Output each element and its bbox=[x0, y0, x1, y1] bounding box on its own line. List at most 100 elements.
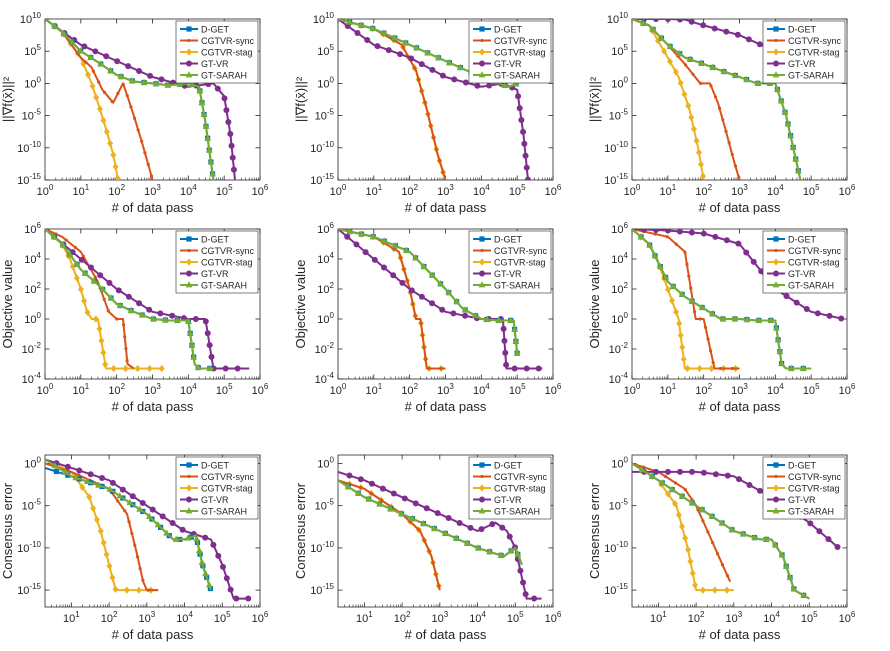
data-point bbox=[107, 67, 115, 74]
y-tick-label: 100 bbox=[317, 75, 334, 90]
data-point bbox=[693, 137, 700, 145]
data-point bbox=[97, 80, 101, 84]
data-point bbox=[202, 534, 209, 541]
data-point bbox=[112, 163, 119, 171]
data-point bbox=[771, 541, 779, 548]
data-point bbox=[86, 493, 93, 501]
x-tick-label: 104 bbox=[473, 382, 490, 397]
data-point bbox=[501, 81, 509, 88]
data-point bbox=[689, 468, 695, 475]
data-point bbox=[107, 139, 114, 148]
data-point bbox=[387, 505, 394, 512]
data-point bbox=[656, 262, 664, 270]
data-point bbox=[73, 245, 78, 250]
data-point bbox=[483, 315, 491, 322]
data-point bbox=[653, 19, 659, 22]
x-tick-label: 101 bbox=[72, 183, 89, 198]
data-point bbox=[423, 505, 430, 512]
data-point bbox=[72, 473, 80, 481]
y-tick-label: 10-15 bbox=[604, 582, 628, 597]
data-point bbox=[500, 325, 507, 332]
x-tick-label: 103 bbox=[431, 610, 448, 625]
data-point bbox=[221, 95, 228, 102]
chart-panel-2: 100 101 102 103 104 105 106 1010 105 100 10-5 10-10… bbox=[587, 11, 856, 215]
data-point bbox=[429, 124, 433, 128]
x-tick-label: 105 bbox=[214, 610, 231, 625]
x-tick-label: 105 bbox=[507, 610, 524, 625]
data-point bbox=[686, 55, 694, 62]
data-point bbox=[133, 116, 137, 120]
y-tick-label: 10-15 bbox=[17, 172, 41, 187]
data-point bbox=[412, 500, 419, 507]
y-tick-label: 100 bbox=[24, 75, 41, 90]
data-point bbox=[652, 229, 659, 233]
data-point bbox=[501, 337, 508, 344]
x-tick-label: 100 bbox=[330, 382, 347, 397]
series-line-gt-sarah bbox=[45, 458, 212, 591]
data-point bbox=[452, 534, 460, 541]
y-tick-label: 100 bbox=[611, 455, 628, 470]
data-point bbox=[664, 229, 671, 234]
data-point bbox=[136, 300, 143, 307]
y-tick-label: 105 bbox=[317, 43, 334, 58]
y-tick-label: 100 bbox=[24, 311, 41, 326]
x-tick-label: 104 bbox=[473, 183, 490, 198]
x-tick-label: 105 bbox=[216, 183, 233, 198]
data-point bbox=[125, 93, 129, 98]
x-tick-label: 105 bbox=[216, 382, 233, 397]
x-tick-label: 103 bbox=[144, 183, 161, 198]
data-point bbox=[712, 233, 719, 240]
x-axis-label: # of data pass bbox=[112, 399, 194, 414]
data-point bbox=[85, 71, 92, 79]
y-tick-label: 100 bbox=[317, 311, 334, 326]
data-point bbox=[158, 364, 165, 373]
y-tick-label: 102 bbox=[24, 281, 41, 296]
data-point bbox=[413, 66, 417, 70]
data-point bbox=[688, 297, 696, 304]
data-point bbox=[762, 535, 770, 542]
y-tick-label: 1010 bbox=[607, 11, 629, 26]
data-point bbox=[139, 499, 146, 506]
data-point bbox=[692, 310, 697, 314]
data-point bbox=[689, 569, 696, 577]
data-point bbox=[109, 479, 116, 486]
data-point bbox=[412, 254, 419, 261]
data-point bbox=[176, 80, 184, 87]
data-point bbox=[696, 508, 700, 512]
data-point bbox=[456, 63, 464, 71]
data-point bbox=[59, 241, 67, 248]
data-point bbox=[711, 360, 715, 365]
x-axis-label: # of data pass bbox=[405, 200, 487, 215]
data-point bbox=[66, 250, 74, 258]
data-point bbox=[478, 526, 485, 533]
data-point bbox=[486, 547, 494, 555]
legend-label: CGTVR-sync bbox=[788, 472, 842, 482]
data-point bbox=[700, 469, 707, 476]
data-point bbox=[739, 530, 747, 537]
data-point bbox=[689, 286, 693, 290]
data-point bbox=[728, 525, 736, 533]
data-point bbox=[708, 364, 715, 373]
data-point bbox=[69, 263, 76, 271]
data-point bbox=[479, 484, 485, 492]
data-point bbox=[784, 120, 792, 127]
y-tick-label: 10-4 bbox=[609, 371, 629, 386]
x-tick-label: 105 bbox=[803, 183, 820, 198]
y-tick-label: 10-15 bbox=[310, 582, 334, 597]
data-point bbox=[169, 520, 176, 527]
data-point bbox=[781, 108, 789, 115]
data-point bbox=[223, 575, 230, 582]
legend-label: GT-SARAH bbox=[788, 507, 834, 517]
data-point bbox=[390, 490, 397, 497]
data-point bbox=[518, 116, 525, 123]
data-point bbox=[127, 306, 135, 313]
data-point bbox=[233, 595, 240, 602]
data-point bbox=[135, 586, 142, 594]
data-point bbox=[234, 365, 241, 372]
data-point bbox=[773, 270, 779, 277]
data-point bbox=[676, 229, 683, 235]
data-point bbox=[129, 493, 136, 500]
data-point bbox=[665, 19, 671, 23]
